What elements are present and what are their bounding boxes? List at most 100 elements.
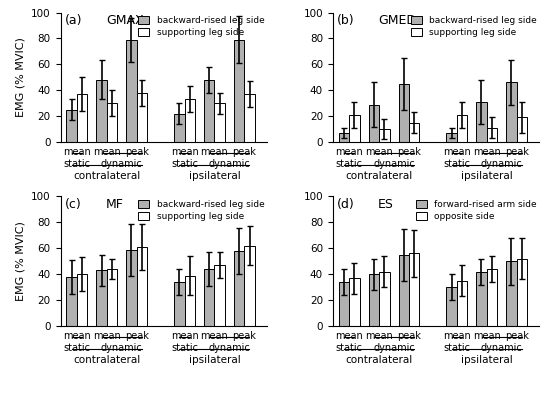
Bar xyxy=(234,40,244,142)
Text: (a): (a) xyxy=(65,14,82,27)
Text: mean: mean xyxy=(63,147,91,157)
Bar xyxy=(368,104,379,142)
Text: mean: mean xyxy=(443,331,471,341)
Bar xyxy=(379,272,389,326)
Text: mean: mean xyxy=(336,331,363,341)
Bar xyxy=(174,282,185,326)
Bar xyxy=(107,269,117,326)
Text: mean: mean xyxy=(93,331,120,341)
Text: (c): (c) xyxy=(65,198,81,211)
Bar xyxy=(476,272,487,326)
Bar xyxy=(447,287,457,326)
Bar xyxy=(506,82,516,142)
Bar xyxy=(399,255,409,326)
Text: mean: mean xyxy=(336,147,363,157)
Text: GMED: GMED xyxy=(378,14,416,27)
Bar xyxy=(137,93,147,142)
Text: peak: peak xyxy=(397,331,421,341)
Bar xyxy=(204,80,215,142)
Text: dynamic: dynamic xyxy=(481,343,522,353)
Text: mean: mean xyxy=(443,147,471,157)
Text: dynamic: dynamic xyxy=(373,343,415,353)
Text: (b): (b) xyxy=(337,14,355,27)
Bar xyxy=(339,133,349,142)
Text: contralateral: contralateral xyxy=(73,171,140,181)
Bar xyxy=(214,103,225,142)
Text: peak: peak xyxy=(505,147,529,157)
Text: (d): (d) xyxy=(337,198,355,211)
Text: mean: mean xyxy=(170,331,199,341)
Text: mean: mean xyxy=(63,331,91,341)
Text: dynamic: dynamic xyxy=(208,343,250,353)
Text: contralateral: contralateral xyxy=(73,354,140,364)
Bar xyxy=(204,269,215,326)
Bar xyxy=(399,84,409,142)
Bar xyxy=(516,259,527,326)
Bar xyxy=(126,250,137,326)
Text: mean: mean xyxy=(170,147,199,157)
Bar xyxy=(174,114,185,142)
Bar xyxy=(349,278,360,326)
Bar xyxy=(96,80,107,142)
Bar xyxy=(476,102,487,142)
Bar xyxy=(349,115,360,142)
Text: static: static xyxy=(443,343,470,353)
Text: static: static xyxy=(63,159,90,169)
Text: contralateral: contralateral xyxy=(345,354,412,364)
Text: mean: mean xyxy=(365,331,393,341)
Legend: forward-rised arm side, opposite side: forward-rised arm side, opposite side xyxy=(416,200,537,221)
Bar xyxy=(244,246,255,326)
Bar xyxy=(185,275,195,326)
Bar xyxy=(457,281,467,326)
Text: static: static xyxy=(171,159,198,169)
Text: GMAX: GMAX xyxy=(106,14,144,27)
Text: peak: peak xyxy=(505,331,529,341)
Bar xyxy=(379,129,389,142)
Text: static: static xyxy=(63,343,90,353)
Text: peak: peak xyxy=(233,147,256,157)
Text: peak: peak xyxy=(397,147,421,157)
Legend: backward-rised leg side, supporting leg side: backward-rised leg side, supporting leg … xyxy=(139,16,265,37)
Bar xyxy=(506,261,516,326)
Text: static: static xyxy=(171,343,198,353)
Text: peak: peak xyxy=(125,331,148,341)
Legend: backward-rised leg side, supporting leg side: backward-rised leg side, supporting leg … xyxy=(411,16,537,37)
Bar xyxy=(368,274,379,326)
Bar xyxy=(96,270,107,326)
Bar xyxy=(137,247,147,326)
Bar xyxy=(457,115,467,142)
Text: dynamic: dynamic xyxy=(373,159,415,169)
Text: static: static xyxy=(443,159,470,169)
Text: mean: mean xyxy=(201,147,228,157)
Text: ES: ES xyxy=(378,198,394,211)
Bar xyxy=(234,251,244,326)
Text: MF: MF xyxy=(106,198,124,211)
Text: contralateral: contralateral xyxy=(345,171,412,181)
Text: mean: mean xyxy=(201,331,228,341)
Bar xyxy=(487,269,497,326)
Y-axis label: EMG (% MVIC): EMG (% MVIC) xyxy=(15,221,26,301)
Bar xyxy=(409,122,420,142)
Text: peak: peak xyxy=(233,331,256,341)
Bar xyxy=(67,110,77,142)
Text: mean: mean xyxy=(93,147,120,157)
Bar xyxy=(77,94,87,142)
Bar xyxy=(185,99,195,142)
Text: ipsilateral: ipsilateral xyxy=(189,171,240,181)
Text: dynamic: dynamic xyxy=(101,159,142,169)
Bar xyxy=(214,265,225,326)
Bar xyxy=(447,133,457,142)
Text: peak: peak xyxy=(125,147,148,157)
Bar xyxy=(77,274,87,326)
Bar xyxy=(516,117,527,142)
Bar xyxy=(244,94,255,142)
Bar xyxy=(487,128,497,142)
Text: ipsilateral: ipsilateral xyxy=(461,171,513,181)
Text: mean: mean xyxy=(473,331,500,341)
Bar xyxy=(107,103,117,142)
Text: static: static xyxy=(336,159,362,169)
Bar xyxy=(409,253,420,326)
Text: dynamic: dynamic xyxy=(101,343,142,353)
Legend: backward-rised leg side, supporting leg side: backward-rised leg side, supporting leg … xyxy=(139,200,265,221)
Text: ipsilateral: ipsilateral xyxy=(461,354,513,364)
